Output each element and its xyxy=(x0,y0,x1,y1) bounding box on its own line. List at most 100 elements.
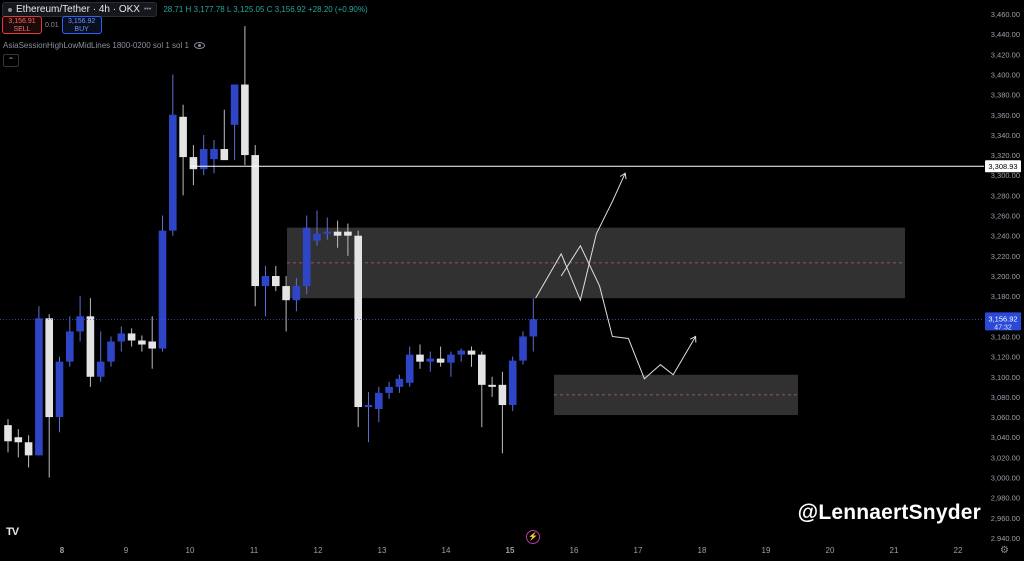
candle-body xyxy=(261,276,270,287)
time-tick-label: 22 xyxy=(954,546,963,555)
price-tick-label: 3,380.00 xyxy=(991,91,1020,100)
candle-body xyxy=(86,316,95,377)
price-tick-label: 3,300.00 xyxy=(991,171,1020,180)
time-tick-label: 8 xyxy=(60,546,65,555)
candle-body xyxy=(148,341,156,349)
candle-body xyxy=(230,84,239,125)
time-tick-label: 18 xyxy=(698,546,707,555)
candle-body xyxy=(344,231,352,236)
buy-price: 3,156.92 xyxy=(68,18,96,25)
price-tick-label: 3,040.00 xyxy=(991,433,1020,442)
price-tick-label: 3,180.00 xyxy=(991,292,1020,301)
level-price-label: 3,308.93 xyxy=(988,162,1017,171)
price-tick-label: 3,100.00 xyxy=(991,373,1020,382)
candle-body xyxy=(292,286,301,301)
price-tick-label: 3,120.00 xyxy=(991,353,1020,362)
indicator-legend[interactable]: AsiaSessionHighLowMidLines 1800-0200 sol… xyxy=(3,41,205,50)
bar-countdown-label: 47:32 xyxy=(994,324,1012,331)
candle-body xyxy=(220,149,229,161)
candle-body xyxy=(210,149,218,160)
settings-gear-icon[interactable]: ⚙ xyxy=(1000,545,1009,556)
symbol-selector[interactable]: Ethereum/Tether · 4h · OKX ••• xyxy=(2,2,158,17)
sell-price: 3,156.91 xyxy=(8,18,36,25)
candle-body xyxy=(55,361,64,418)
candle-body xyxy=(529,319,538,337)
time-tick-label: 9 xyxy=(124,546,129,555)
time-tick-label: 17 xyxy=(634,546,643,555)
candle-body xyxy=(364,404,373,407)
lightning-icon[interactable]: ⚡ xyxy=(526,530,540,544)
time-tick-label: 13 xyxy=(378,546,387,555)
price-tick-label: 3,280.00 xyxy=(991,191,1020,200)
candle-body xyxy=(76,316,84,332)
candle-body xyxy=(302,227,311,287)
price-tick-label: 3,340.00 xyxy=(991,131,1020,140)
price-axis[interactable]: 3,460.00 3,440.00 3,420.00 3,400.00 3,380.00… xyxy=(984,0,1024,543)
time-tick-label: 16 xyxy=(570,546,579,555)
candle-body xyxy=(416,354,424,362)
candle-body xyxy=(426,358,435,362)
price-tick-label: 3,360.00 xyxy=(991,111,1020,120)
time-tick-label: 14 xyxy=(442,546,451,555)
candle-body xyxy=(138,340,146,345)
sell-label: SELL xyxy=(13,26,31,33)
trade-panel: 3,156.91 SELL 0.01 3,156.92 BUY xyxy=(2,16,102,34)
buy-label: BUY xyxy=(74,26,89,33)
price-tick-label: 3,020.00 xyxy=(991,453,1020,462)
bullish-path[interactable] xyxy=(535,173,626,302)
price-tick-label: 3,440.00 xyxy=(991,30,1020,39)
ohlc-readout: 28.71 H 3,177.78 L 3,125.05 C 3,156.92 +… xyxy=(163,5,368,14)
candle-body xyxy=(447,354,455,363)
candle-body xyxy=(199,149,208,170)
price-tick-label: 3,260.00 xyxy=(991,212,1020,221)
candle-body xyxy=(127,333,136,341)
candle-body xyxy=(107,341,115,362)
candle-body xyxy=(498,384,507,405)
candle-body xyxy=(158,230,167,349)
price-tick-label: 2,960.00 xyxy=(991,514,1020,523)
candle-body xyxy=(467,350,476,355)
sell-button[interactable]: 3,156.91 SELL xyxy=(2,16,42,34)
time-axis[interactable]: 8 9 10 11 12 13 14 15 16 17 18 19 20 21 22 xyxy=(0,541,1024,561)
lines-layer xyxy=(0,165,984,380)
price-tick-label: 3,000.00 xyxy=(991,474,1020,483)
time-tick-label: 19 xyxy=(762,546,771,555)
price-tick-label: 3,320.00 xyxy=(991,151,1020,160)
candle-body xyxy=(241,84,249,156)
price-tick-label: 3,400.00 xyxy=(991,70,1020,79)
candle-body xyxy=(395,378,404,387)
price-tick-label: 3,080.00 xyxy=(991,393,1020,402)
candle-body xyxy=(14,437,23,443)
buy-button[interactable]: 3,156.92 BUY xyxy=(61,16,102,34)
candle-body xyxy=(45,318,53,418)
price-tick-label: 2,980.00 xyxy=(991,494,1020,503)
chart-header: Ethereum/Tether · 4h · OKX ••• 28.71 H 3… xyxy=(2,2,368,17)
candle-body xyxy=(488,384,496,387)
bearish-path[interactable] xyxy=(560,244,697,380)
price-tick-label: 3,460.00 xyxy=(991,10,1020,19)
price-tick-label: 3,060.00 xyxy=(991,413,1020,422)
candle-body xyxy=(375,392,383,410)
price-tick-label: 3,220.00 xyxy=(991,252,1020,261)
candle-body xyxy=(508,360,517,405)
candle-body xyxy=(478,354,486,385)
eye-icon[interactable] xyxy=(193,42,205,49)
candle-body xyxy=(436,358,445,363)
symbol-icon xyxy=(8,7,12,12)
candle-body xyxy=(457,350,465,355)
symbol-title[interactable]: Ethereum/Tether · 4h · OKX xyxy=(16,4,140,15)
candles-layer xyxy=(4,26,538,478)
candle-body xyxy=(282,286,290,301)
price-tick-label: 3,200.00 xyxy=(991,272,1020,281)
candle-body xyxy=(179,116,187,158)
tradingview-logo[interactable]: TV xyxy=(6,526,19,538)
candle-body xyxy=(519,336,527,361)
level-price-tag xyxy=(985,160,1021,173)
time-tick-label: 12 xyxy=(314,546,323,555)
bearish-path-arrowhead xyxy=(690,335,697,343)
more-options-icon[interactable]: ••• xyxy=(143,6,152,13)
collapse-chevron-icon[interactable]: ⌃ xyxy=(3,54,19,67)
candle-body xyxy=(35,318,43,456)
price-tick-label: 3,140.00 xyxy=(991,332,1020,341)
